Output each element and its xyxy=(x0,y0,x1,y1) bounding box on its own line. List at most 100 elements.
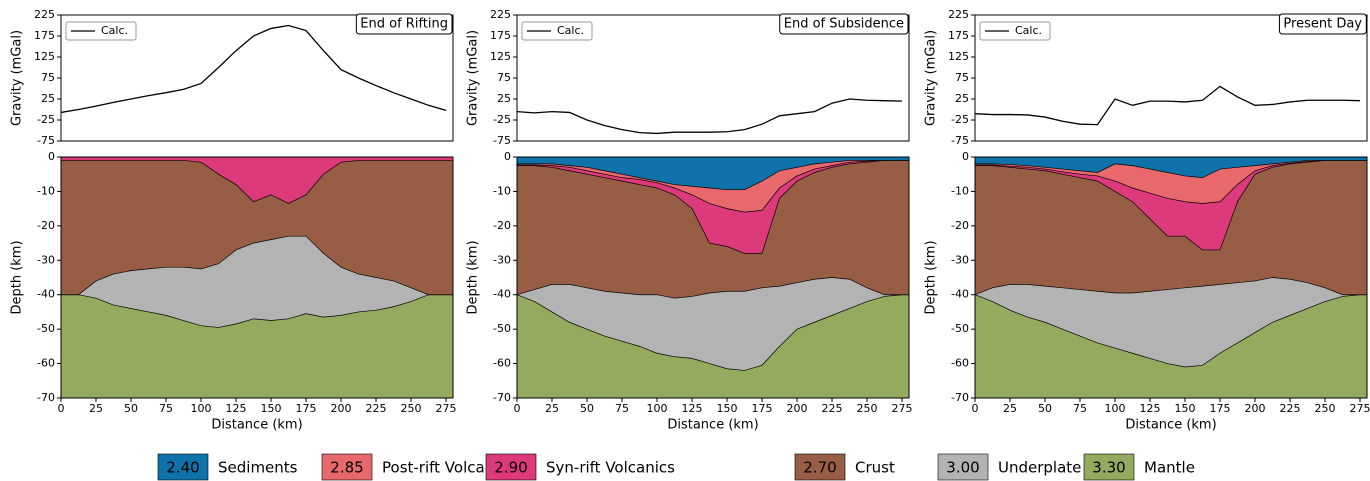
legend-swatch xyxy=(485,453,537,481)
y-tick-label: -30 xyxy=(493,253,511,266)
y-tick-label: -10 xyxy=(493,184,511,197)
y-tick-label: -10 xyxy=(37,184,55,197)
x-tick-label: 50 xyxy=(1038,402,1052,415)
y-tick-label: -40 xyxy=(493,288,511,301)
y-axis-label: Depth (km) xyxy=(10,240,25,314)
x-axis-label: Distance (km) xyxy=(211,418,302,433)
x-tick-label: 75 xyxy=(615,402,629,415)
y-tick-label: -60 xyxy=(493,357,511,370)
x-tick-label: 275 xyxy=(436,402,457,415)
x-tick-label: 150 xyxy=(717,402,738,415)
x-tick-label: 125 xyxy=(1140,402,1161,415)
y-tick-label: -70 xyxy=(951,391,969,404)
frame xyxy=(974,156,1368,399)
x-tick-label: 25 xyxy=(1003,402,1017,415)
legend-swatch xyxy=(937,453,989,481)
y-tick-label: -40 xyxy=(37,288,55,301)
y-tick-label: 0 xyxy=(962,150,969,163)
x-tick-label: 150 xyxy=(261,402,282,415)
x-tick-label: 175 xyxy=(296,402,317,415)
x-tick-label: 50 xyxy=(124,402,138,415)
x-tick-label: 125 xyxy=(682,402,703,415)
legend-box xyxy=(979,21,1051,41)
legend-label: Calc. xyxy=(1015,24,1042,37)
legend-density: 2.85 xyxy=(330,459,363,477)
y-axis-label: Gravity (mGal) xyxy=(10,30,25,126)
legend-density: 2.70 xyxy=(803,459,836,477)
y-tick-label: -70 xyxy=(493,391,511,404)
legend-label: Sediments xyxy=(218,459,298,477)
y-tick-label: -20 xyxy=(493,219,511,232)
x-axis-label: Distance (km) xyxy=(1125,418,1216,433)
panel-annotation: Present Day xyxy=(1283,17,1362,32)
x-tick-label: 25 xyxy=(545,402,559,415)
frame xyxy=(516,14,910,142)
y-tick-label: 125 xyxy=(490,50,511,63)
gravity-line xyxy=(974,85,1361,126)
x-tick-label: 25 xyxy=(89,402,103,415)
x-tick-label: 100 xyxy=(647,402,668,415)
legend-swatch xyxy=(321,453,373,481)
y-tick-label: -40 xyxy=(951,288,969,301)
legend-box xyxy=(521,21,593,41)
annotation-box xyxy=(1278,13,1367,35)
y-tick-label: -30 xyxy=(951,253,969,266)
x-tick-label: 75 xyxy=(159,402,173,415)
y-tick-label: 225 xyxy=(948,8,969,21)
legend-density: 3.00 xyxy=(946,459,979,477)
y-tick-label: -50 xyxy=(37,322,55,335)
x-tick-label: 125 xyxy=(226,402,247,415)
layer xyxy=(974,156,1368,179)
annotation-box xyxy=(779,13,909,35)
y-tick-label: -25 xyxy=(37,113,55,126)
legend-density: 3.30 xyxy=(1092,459,1125,477)
y-tick-label: 25 xyxy=(497,92,511,105)
y-tick-label: 225 xyxy=(490,8,511,21)
x-tick-label: 0 xyxy=(58,402,65,415)
x-tick-label: 175 xyxy=(752,402,773,415)
panel-annotation: End of Subsidence xyxy=(784,17,904,32)
y-tick-label: -10 xyxy=(951,184,969,197)
y-tick-label: -60 xyxy=(37,357,55,370)
x-tick-label: 175 xyxy=(1210,402,1231,415)
x-tick-label: 250 xyxy=(401,402,422,415)
y-tick-label: 225 xyxy=(34,8,55,21)
y-tick-label: -75 xyxy=(493,134,511,147)
y-axis-label: Depth (km) xyxy=(924,240,939,314)
y-tick-label: -75 xyxy=(37,134,55,147)
y-tick-label: 75 xyxy=(955,71,969,84)
x-tick-label: 225 xyxy=(366,402,387,415)
x-tick-label: 250 xyxy=(1315,402,1336,415)
x-tick-label: 0 xyxy=(514,402,521,415)
y-tick-label: -70 xyxy=(37,391,55,404)
y-tick-label: 125 xyxy=(34,50,55,63)
legend-density: 2.40 xyxy=(166,459,199,477)
y-axis-label: Gravity (mGal) xyxy=(466,30,481,126)
x-tick-label: 0 xyxy=(972,402,979,415)
legend-label: Calc. xyxy=(557,24,584,37)
y-tick-label: 25 xyxy=(41,92,55,105)
x-tick-label: 225 xyxy=(1280,402,1301,415)
y-tick-label: 125 xyxy=(948,50,969,63)
x-tick-label: 200 xyxy=(1245,402,1266,415)
legend-label: Syn-rift Volcanics xyxy=(546,459,675,477)
y-tick-label: 75 xyxy=(41,71,55,84)
legend-label: Calc. xyxy=(101,24,128,37)
y-axis-label: Depth (km) xyxy=(466,240,481,314)
x-tick-label: 100 xyxy=(1105,402,1126,415)
y-tick-label: -60 xyxy=(951,357,969,370)
y-tick-label: 0 xyxy=(48,150,55,163)
y-tick-label: 0 xyxy=(504,150,511,163)
legend-label: Mantle xyxy=(1144,459,1195,477)
gravity-line xyxy=(516,98,903,135)
legend-swatch xyxy=(157,453,209,481)
y-tick-label: -50 xyxy=(951,322,969,335)
frame xyxy=(60,14,454,142)
layer xyxy=(60,156,454,204)
frame xyxy=(974,14,1368,142)
y-tick-label: -25 xyxy=(951,113,969,126)
y-tick-label: -25 xyxy=(493,113,511,126)
frame xyxy=(516,156,910,399)
x-tick-label: 200 xyxy=(331,402,352,415)
